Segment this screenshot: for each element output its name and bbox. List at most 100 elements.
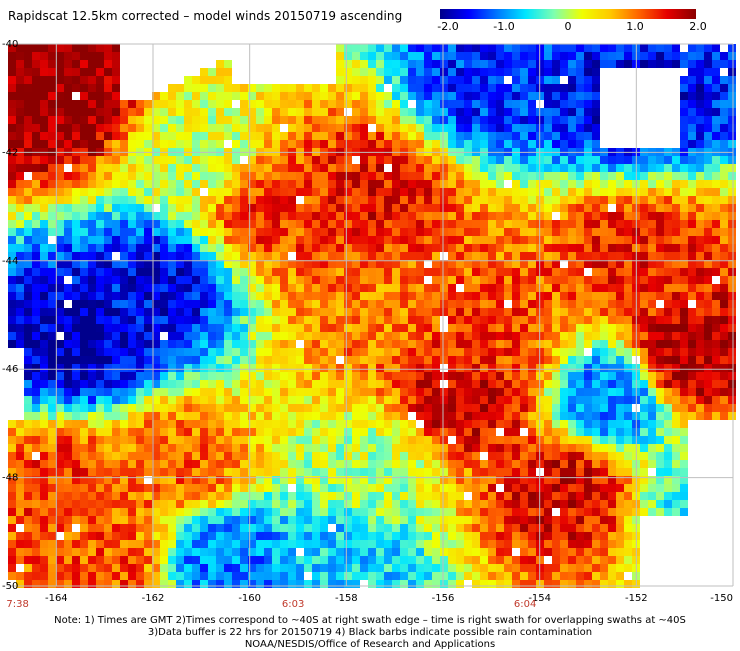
heatmap-cell — [624, 172, 632, 180]
heatmap-cell — [144, 332, 152, 340]
heatmap-cell — [416, 116, 424, 124]
heatmap-cell — [552, 140, 560, 148]
heatmap-cell — [728, 204, 736, 212]
heatmap-cell — [184, 308, 192, 316]
heatmap-cell — [56, 404, 64, 412]
heatmap-cell — [168, 476, 176, 484]
heatmap-cell — [88, 156, 96, 164]
heatmap-cell — [8, 132, 16, 140]
heatmap-cell — [192, 468, 200, 476]
heatmap-cell — [96, 132, 104, 140]
heatmap-cell — [160, 380, 168, 388]
heatmap-cell — [440, 268, 448, 276]
heatmap-cell — [40, 284, 48, 292]
heatmap-cell — [96, 44, 104, 52]
heatmap-cell — [184, 292, 192, 300]
heatmap-cell — [520, 452, 528, 460]
heatmap-cell — [480, 444, 488, 452]
heatmap-cell — [320, 164, 328, 172]
heatmap-cell — [712, 372, 720, 380]
heatmap-cell — [360, 316, 368, 324]
heatmap-cell — [416, 260, 424, 268]
heatmap-cell — [568, 364, 576, 372]
heatmap-cell — [616, 388, 624, 396]
heatmap-cell — [592, 260, 600, 268]
heatmap-cell — [488, 404, 496, 412]
heatmap-cell — [656, 268, 664, 276]
heatmap-cell — [192, 476, 200, 484]
heatmap-cell — [584, 324, 592, 332]
heatmap-cell — [216, 380, 224, 388]
heatmap-cell — [24, 292, 32, 300]
heatmap-cell — [544, 92, 552, 100]
heatmap-cell — [552, 172, 560, 180]
heatmap-cell — [208, 412, 216, 420]
heatmap-cell — [400, 276, 408, 284]
heatmap-cell — [552, 500, 560, 508]
heatmap-cell — [280, 388, 288, 396]
heatmap-cell — [696, 364, 704, 372]
heatmap-cell — [704, 348, 712, 356]
heatmap-cell — [528, 44, 536, 52]
heatmap-cell — [456, 348, 464, 356]
heatmap-cell — [432, 228, 440, 236]
heatmap-cell — [336, 292, 344, 300]
heatmap-cell — [656, 220, 664, 228]
heatmap-cell — [328, 404, 336, 412]
heatmap-cell — [240, 340, 248, 348]
heatmap-cell — [72, 284, 80, 292]
heatmap-cell — [384, 244, 392, 252]
heatmap-cell — [176, 116, 184, 124]
heatmap-cell — [552, 404, 560, 412]
heatmap-cell — [512, 388, 520, 396]
heatmap-cell — [400, 372, 408, 380]
heatmap-cell — [544, 308, 552, 316]
heatmap-cell — [608, 284, 616, 292]
heatmap-cell — [24, 508, 32, 516]
heatmap-cell — [272, 380, 280, 388]
heatmap-cell — [448, 60, 456, 68]
heatmap-cell — [56, 236, 64, 244]
heatmap-cell — [128, 196, 136, 204]
heatmap-cell — [576, 420, 584, 428]
heatmap-cell — [56, 420, 64, 428]
heatmap-cell — [680, 492, 688, 500]
heatmap-cell — [496, 92, 504, 100]
heatmap-cell — [360, 348, 368, 356]
heatmap-cell — [600, 260, 608, 268]
heatmap-cell — [112, 476, 120, 484]
heatmap-cell — [8, 180, 16, 188]
heatmap-cell — [544, 172, 552, 180]
heatmap-cell — [600, 236, 608, 244]
heatmap-cell — [576, 396, 584, 404]
heatmap-cell — [128, 188, 136, 196]
heatmap-cell — [304, 340, 312, 348]
heatmap-cell — [712, 116, 720, 124]
heatmap-cell — [288, 220, 296, 228]
heatmap-cell — [448, 308, 456, 316]
heatmap-cell — [656, 348, 664, 356]
heatmap-cell — [192, 140, 200, 148]
heatmap-cell — [64, 404, 72, 412]
heatmap-cell — [56, 364, 64, 372]
heatmap-cell — [376, 252, 384, 260]
heatmap-cell — [576, 84, 584, 92]
heatmap-cell — [696, 236, 704, 244]
heatmap-cell — [120, 196, 128, 204]
heatmap-cell — [152, 404, 160, 412]
heatmap-cell — [504, 220, 512, 228]
heatmap-cell — [72, 300, 80, 308]
heatmap-cell — [40, 260, 48, 268]
heatmap-cell — [360, 428, 368, 436]
heatmap-cell — [664, 252, 672, 260]
heatmap-cell — [544, 84, 552, 92]
heatmap-cell — [240, 84, 248, 92]
heatmap-cell — [608, 228, 616, 236]
heatmap-cell — [296, 508, 304, 516]
heatmap-cell — [16, 140, 24, 148]
heatmap-cell — [24, 380, 32, 388]
heatmap-cell — [624, 204, 632, 212]
heatmap-cell — [64, 268, 72, 276]
heatmap-cell — [264, 404, 272, 412]
heatmap-cell — [600, 452, 608, 460]
